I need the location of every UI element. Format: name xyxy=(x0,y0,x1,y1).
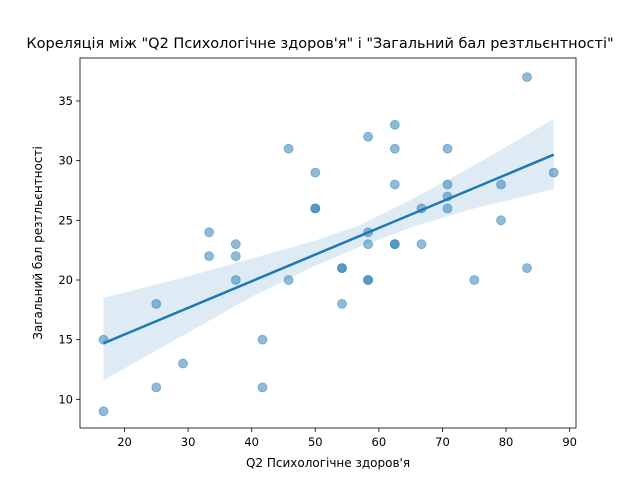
x-axis-label: Q2 Психологічне здоров'я xyxy=(246,456,410,470)
x-tick-label: 30 xyxy=(181,435,196,449)
data-point xyxy=(257,334,268,345)
data-point xyxy=(283,275,294,285)
regression-line xyxy=(103,153,555,345)
data-point xyxy=(522,72,532,82)
data-point xyxy=(151,298,162,309)
y-tick-label: 20 xyxy=(58,273,73,287)
data-point xyxy=(178,358,188,369)
data-point xyxy=(389,143,400,154)
y-tick-label: 10 xyxy=(58,392,73,406)
data-point xyxy=(363,131,374,142)
data-point xyxy=(389,239,400,250)
chart-title: Кореляція між "Q2 Психологічне здоров'я"… xyxy=(26,36,613,52)
data-point xyxy=(442,203,453,214)
data-point xyxy=(469,275,480,285)
data-point xyxy=(310,203,321,214)
data-point xyxy=(204,251,215,262)
data-point xyxy=(496,179,506,190)
data-point xyxy=(442,143,453,154)
data-point xyxy=(416,239,427,250)
x-tick-label: 60 xyxy=(372,435,387,449)
axes-frame xyxy=(79,57,577,429)
x-axis-ticks: 20 30 40 50 60 70 80 90 xyxy=(117,428,577,449)
x-tick-label: 20 xyxy=(117,435,132,449)
data-point xyxy=(230,239,241,250)
y-tick-label: 35 xyxy=(58,94,73,108)
y-tick-label: 30 xyxy=(58,154,73,168)
data-point xyxy=(230,251,241,262)
data-point xyxy=(230,275,241,285)
data-point xyxy=(496,215,506,226)
y-axis-ticks: 10 15 20 25 30 35 xyxy=(58,94,80,406)
x-tick-label: 40 xyxy=(244,435,259,449)
data-point xyxy=(257,382,268,393)
data-point xyxy=(363,239,374,250)
data-point xyxy=(522,263,532,274)
y-tick-label: 25 xyxy=(58,213,73,227)
data-point xyxy=(337,298,347,309)
data-point xyxy=(310,167,321,178)
y-tick-label: 15 xyxy=(58,333,73,347)
data-point xyxy=(363,275,374,285)
data-point xyxy=(442,179,453,190)
plot-area xyxy=(79,57,577,429)
data-point xyxy=(98,406,109,417)
data-point xyxy=(151,382,162,393)
x-tick-label: 90 xyxy=(562,435,577,449)
data-point xyxy=(337,263,347,274)
data-point xyxy=(548,167,559,178)
x-tick-label: 70 xyxy=(435,435,450,449)
data-point xyxy=(204,227,215,238)
data-point xyxy=(283,143,294,154)
y-axis-label: Загальний бал резтльєнтності xyxy=(31,146,45,340)
x-tick-label: 50 xyxy=(308,435,323,449)
data-points xyxy=(98,72,559,417)
data-point xyxy=(389,119,400,130)
x-tick-label: 80 xyxy=(499,435,514,449)
data-point xyxy=(389,179,400,190)
